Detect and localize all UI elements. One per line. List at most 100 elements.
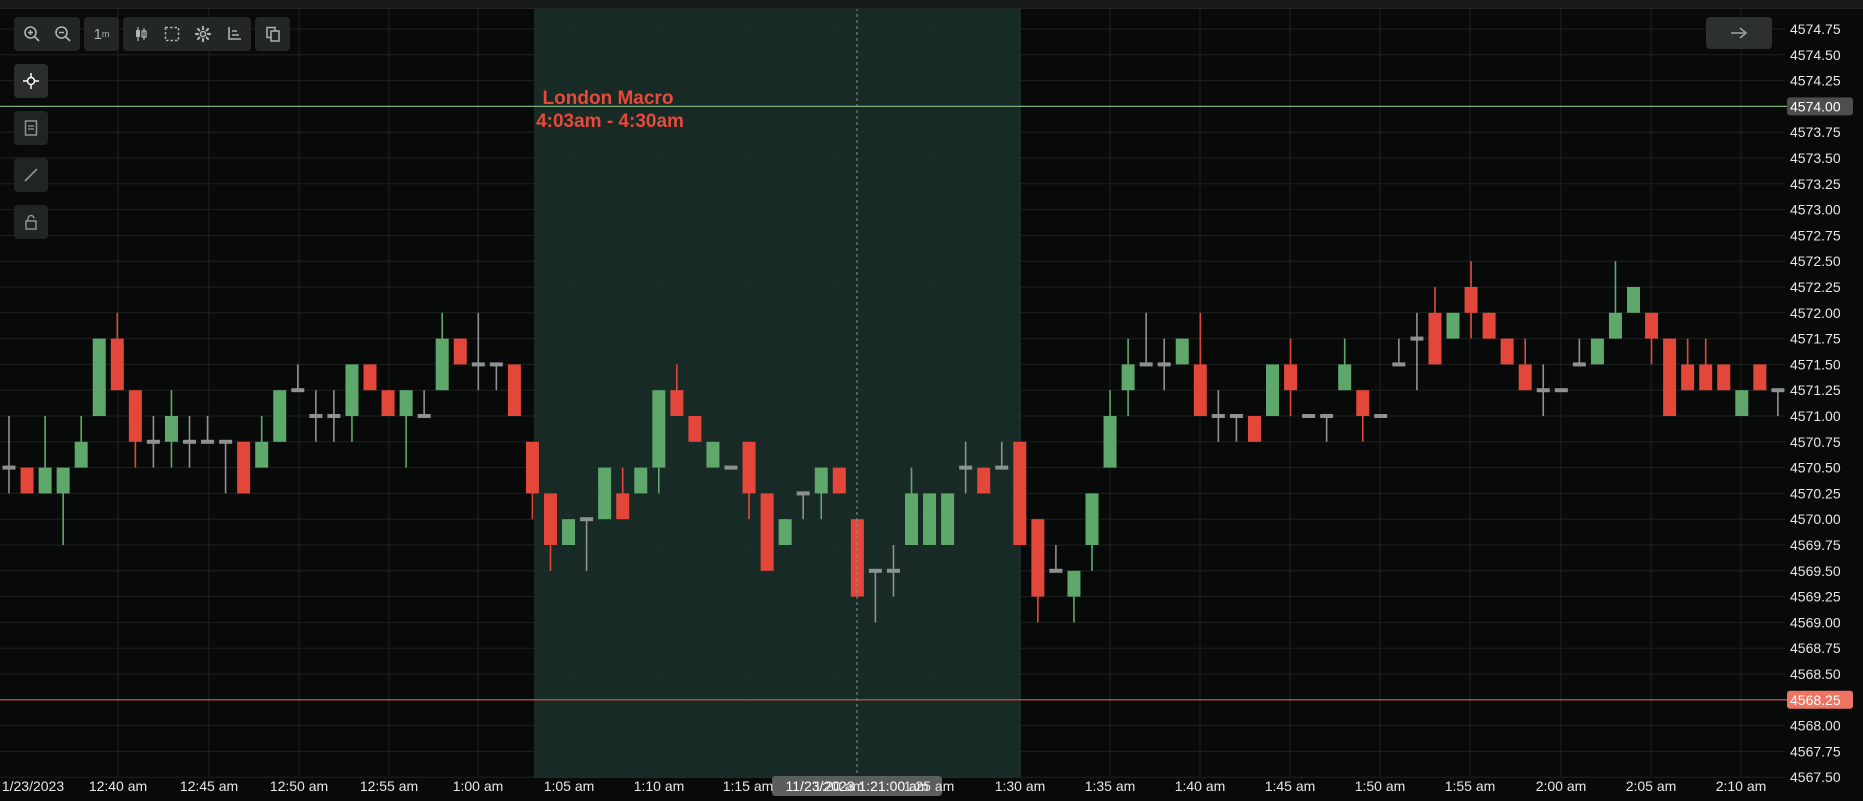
lock-button[interactable] (14, 205, 48, 239)
candle[interactable] (471, 312, 485, 391)
candle[interactable] (1302, 414, 1316, 418)
candle[interactable] (237, 441, 251, 494)
candle[interactable] (309, 390, 323, 442)
candle[interactable] (832, 467, 846, 494)
candle[interactable] (778, 519, 792, 545)
candle[interactable] (634, 467, 648, 494)
candle[interactable] (1103, 390, 1117, 468)
candle[interactable] (1175, 338, 1189, 365)
candle[interactable] (291, 364, 305, 393)
scroll-to-realtime-button[interactable] (1706, 17, 1772, 49)
settings-button[interactable] (187, 17, 218, 51)
candles[interactable] (2, 261, 1785, 623)
candle[interactable] (580, 517, 594, 571)
candle[interactable] (92, 338, 106, 416)
chart-type-button[interactable] (125, 17, 156, 51)
candle[interactable] (128, 390, 142, 468)
candle[interactable] (724, 465, 738, 470)
candle[interactable] (345, 364, 359, 442)
candle[interactable] (453, 338, 467, 365)
candle[interactable] (1085, 493, 1099, 571)
candle[interactable] (1356, 390, 1370, 442)
candle[interactable] (1482, 312, 1496, 339)
candle[interactable] (1428, 287, 1442, 365)
candle[interactable] (1392, 338, 1406, 367)
candle[interactable] (1608, 261, 1622, 339)
candle[interactable] (598, 467, 612, 520)
candle[interactable] (1645, 312, 1659, 365)
candle[interactable] (1139, 312, 1153, 367)
candle[interactable] (941, 493, 955, 545)
candle[interactable] (1753, 364, 1767, 391)
candle[interactable] (38, 416, 52, 494)
candle[interactable] (995, 441, 1009, 470)
candle[interactable] (1157, 338, 1171, 391)
candle[interactable] (74, 416, 88, 468)
candle[interactable] (525, 441, 539, 520)
candle[interactable] (1500, 338, 1514, 365)
candle[interactable] (164, 390, 178, 468)
candle[interactable] (201, 416, 215, 444)
x-axis[interactable]: 1/23/2023 12:40 am 12:45 am 12:50 am 12:55 a… (2, 778, 1766, 794)
candle[interactable] (886, 545, 900, 597)
candle[interactable] (868, 568, 882, 623)
candle[interactable] (959, 441, 973, 494)
candle[interactable] (1229, 414, 1243, 442)
candle[interactable] (670, 364, 684, 416)
candle[interactable] (327, 390, 341, 442)
candle[interactable] (1663, 338, 1677, 416)
candle[interactable] (1193, 312, 1207, 416)
candle[interactable] (1735, 390, 1749, 416)
notes-button[interactable] (14, 111, 48, 145)
candle[interactable] (616, 467, 630, 520)
crosshair-button[interactable] (14, 64, 48, 98)
candle[interactable] (110, 312, 124, 391)
candle[interactable] (507, 364, 521, 416)
candle[interactable] (1266, 364, 1279, 416)
candle[interactable] (706, 441, 720, 468)
candle[interactable] (1049, 545, 1063, 573)
candle[interactable] (1247, 416, 1261, 442)
copy-button[interactable] (257, 17, 288, 51)
candle[interactable] (1410, 312, 1424, 391)
candle[interactable] (905, 467, 918, 545)
candle[interactable] (1284, 338, 1298, 416)
candle[interactable] (760, 493, 774, 571)
zoom-in-button[interactable] (16, 17, 47, 51)
candle[interactable] (489, 362, 503, 391)
candle[interactable] (1518, 338, 1532, 391)
candle[interactable] (146, 416, 160, 468)
line-tool-button[interactable] (14, 158, 48, 192)
candle[interactable] (2, 416, 16, 494)
candle[interactable] (742, 441, 756, 520)
candle[interactable] (923, 493, 937, 545)
candle[interactable] (1554, 388, 1568, 393)
candle[interactable] (1536, 364, 1550, 416)
candle[interactable] (1320, 414, 1334, 442)
candle[interactable] (1067, 570, 1081, 623)
candle[interactable] (363, 364, 377, 391)
candle[interactable] (1572, 338, 1586, 367)
candle[interactable] (399, 390, 413, 468)
zoom-out-button[interactable] (47, 17, 78, 51)
candle[interactable] (1771, 388, 1785, 416)
candle[interactable] (544, 493, 557, 571)
candle[interactable] (1013, 441, 1027, 545)
select-button[interactable] (156, 17, 187, 51)
candle[interactable] (381, 390, 395, 416)
candle[interactable] (652, 390, 666, 494)
candle[interactable] (417, 390, 431, 418)
axis-button[interactable] (218, 17, 249, 51)
candle[interactable] (56, 467, 70, 545)
candle[interactable] (1590, 338, 1604, 365)
candle[interactable] (977, 467, 991, 494)
candle[interactable] (1031, 519, 1045, 623)
candle[interactable] (1338, 338, 1352, 391)
candle[interactable] (273, 390, 287, 442)
candle[interactable] (796, 491, 810, 520)
candle[interactable] (1374, 414, 1388, 418)
candle[interactable] (1121, 338, 1135, 416)
candle[interactable] (1681, 338, 1695, 391)
